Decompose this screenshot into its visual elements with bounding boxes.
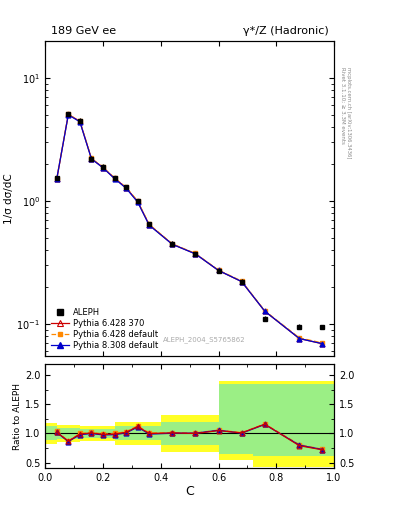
Legend: ALEPH, Pythia 6.428 370, Pythia 6.428 default, Pythia 8.308 default: ALEPH, Pythia 6.428 370, Pythia 6.428 de… bbox=[50, 306, 160, 352]
Text: 189 GeV ee: 189 GeV ee bbox=[51, 26, 116, 36]
X-axis label: C: C bbox=[185, 485, 194, 498]
Text: γ*/Z (Hadronic): γ*/Z (Hadronic) bbox=[242, 26, 328, 36]
Y-axis label: Ratio to ALEPH: Ratio to ALEPH bbox=[13, 382, 22, 450]
Y-axis label: 1/σ dσ/dC: 1/σ dσ/dC bbox=[4, 173, 14, 224]
Text: mcplots.cern.ch [arXiv:1306.3436]: mcplots.cern.ch [arXiv:1306.3436] bbox=[347, 67, 351, 158]
Text: Rivet 3.1.10; ≥ 3.3M events: Rivet 3.1.10; ≥ 3.3M events bbox=[340, 67, 345, 143]
Text: ALEPH_2004_S5765862: ALEPH_2004_S5765862 bbox=[163, 336, 245, 343]
